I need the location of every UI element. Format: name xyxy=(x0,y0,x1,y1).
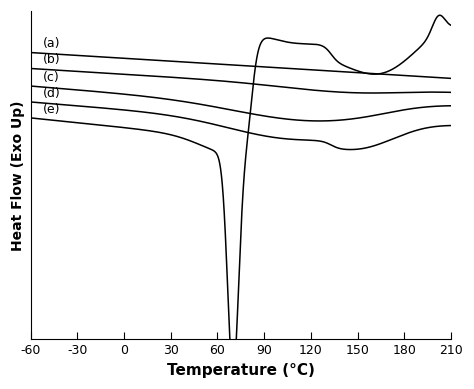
X-axis label: Temperature (°C): Temperature (°C) xyxy=(167,363,315,378)
Text: (a): (a) xyxy=(43,37,61,51)
Text: (d): (d) xyxy=(43,87,61,100)
Text: (c): (c) xyxy=(43,71,60,84)
Text: (e): (e) xyxy=(43,103,61,116)
Y-axis label: Heat Flow (Exo Up): Heat Flow (Exo Up) xyxy=(11,100,25,251)
Text: (b): (b) xyxy=(43,53,61,67)
